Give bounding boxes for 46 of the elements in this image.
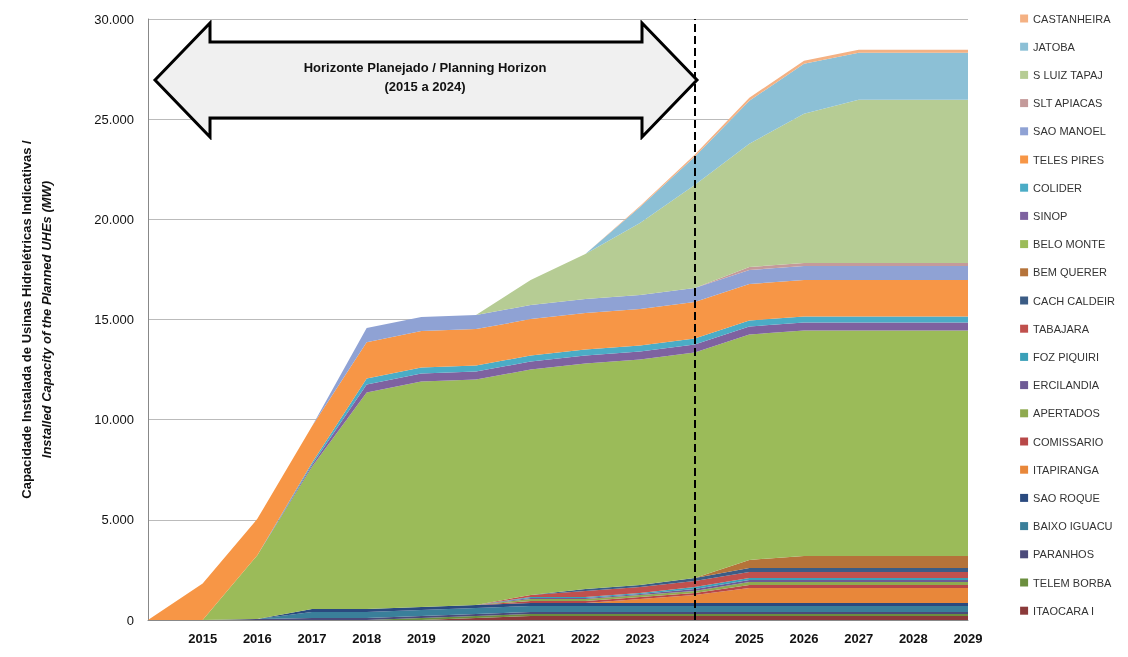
legend-label: PARANHOS — [1033, 548, 1095, 561]
x-tick-label: 2024 — [680, 631, 710, 646]
x-tick-label: 2019 — [406, 631, 436, 646]
x-tick-label: 2026 — [789, 631, 819, 646]
legend-label: S LUIZ TAPAJ — [1033, 68, 1103, 81]
legend-label: ERCILANDIA — [1033, 379, 1100, 392]
legend-label: BELO MONTE — [1033, 238, 1106, 251]
y-tick-label: 10.000 — [94, 412, 134, 428]
x-tick-label: 2017 — [297, 631, 327, 646]
x-tick-label: 2016 — [242, 631, 272, 646]
annotation: Horizonte Planejado / Planning Horizon (2015 a 2024) — [302, 59, 548, 96]
y-tick-label: 15.000 — [94, 312, 134, 327]
y-tick-label: 30.000 — [94, 11, 134, 27]
y-axis-title: Capacidade Instalada de Usinas Hidrelétricas Indicativas / Installed Capacity of the Planned UHEs (MW) — [18, 139, 54, 499]
x-tick-label: 2022 — [570, 631, 600, 646]
x-tick-label: 2027 — [844, 631, 874, 646]
x-tick-label: 2015 — [188, 631, 218, 646]
legend-label: BEM QUERER — [1033, 266, 1108, 279]
y-tick-label: 25.000 — [94, 111, 134, 127]
legend-label: SLT APIACAS — [1033, 97, 1103, 110]
x-tick-label: 2020 — [461, 631, 491, 646]
legend-label: ITAPIRANGA — [1033, 463, 1100, 476]
x-tick-label: 2028 — [898, 631, 928, 646]
x-tick-label: 2018 — [352, 631, 382, 646]
legend-label: JATOBA — [1033, 40, 1076, 53]
legend-label: COLIDER — [1033, 181, 1083, 194]
legend-label: SAO ROQUE — [1033, 491, 1100, 504]
legend-label: COMISSARIO — [1033, 435, 1104, 448]
y-tick-label: 0 — [126, 612, 134, 628]
y-tick-label: 20.000 — [94, 211, 134, 227]
y-tick-label: 5.000 — [101, 512, 134, 528]
x-tick-label: 2025 — [734, 631, 764, 646]
legend-label: FOZ PIQUIRI — [1033, 350, 1100, 363]
legend-label: APERTADOS — [1033, 407, 1100, 420]
legend-label: SAO MANOEL — [1033, 125, 1106, 138]
legend-label: SINOP — [1033, 209, 1068, 222]
legend-label: CACH CALDEIR — [1033, 294, 1116, 307]
x-tick-label: 2023 — [625, 631, 655, 646]
x-tick-label: 2021 — [516, 631, 546, 646]
legend-label: TELES PIRES — [1033, 153, 1105, 166]
legend-label: ITAOCARA I — [1033, 604, 1095, 617]
legend-label: TABAJARA — [1033, 322, 1090, 335]
legend-label: BAIXO IGUACU — [1033, 520, 1113, 533]
x-tick-label: 2029 — [953, 631, 983, 646]
legend-label: CASTANHEIRA — [1033, 12, 1112, 25]
legend-label: TELEM BORBA — [1033, 576, 1112, 589]
